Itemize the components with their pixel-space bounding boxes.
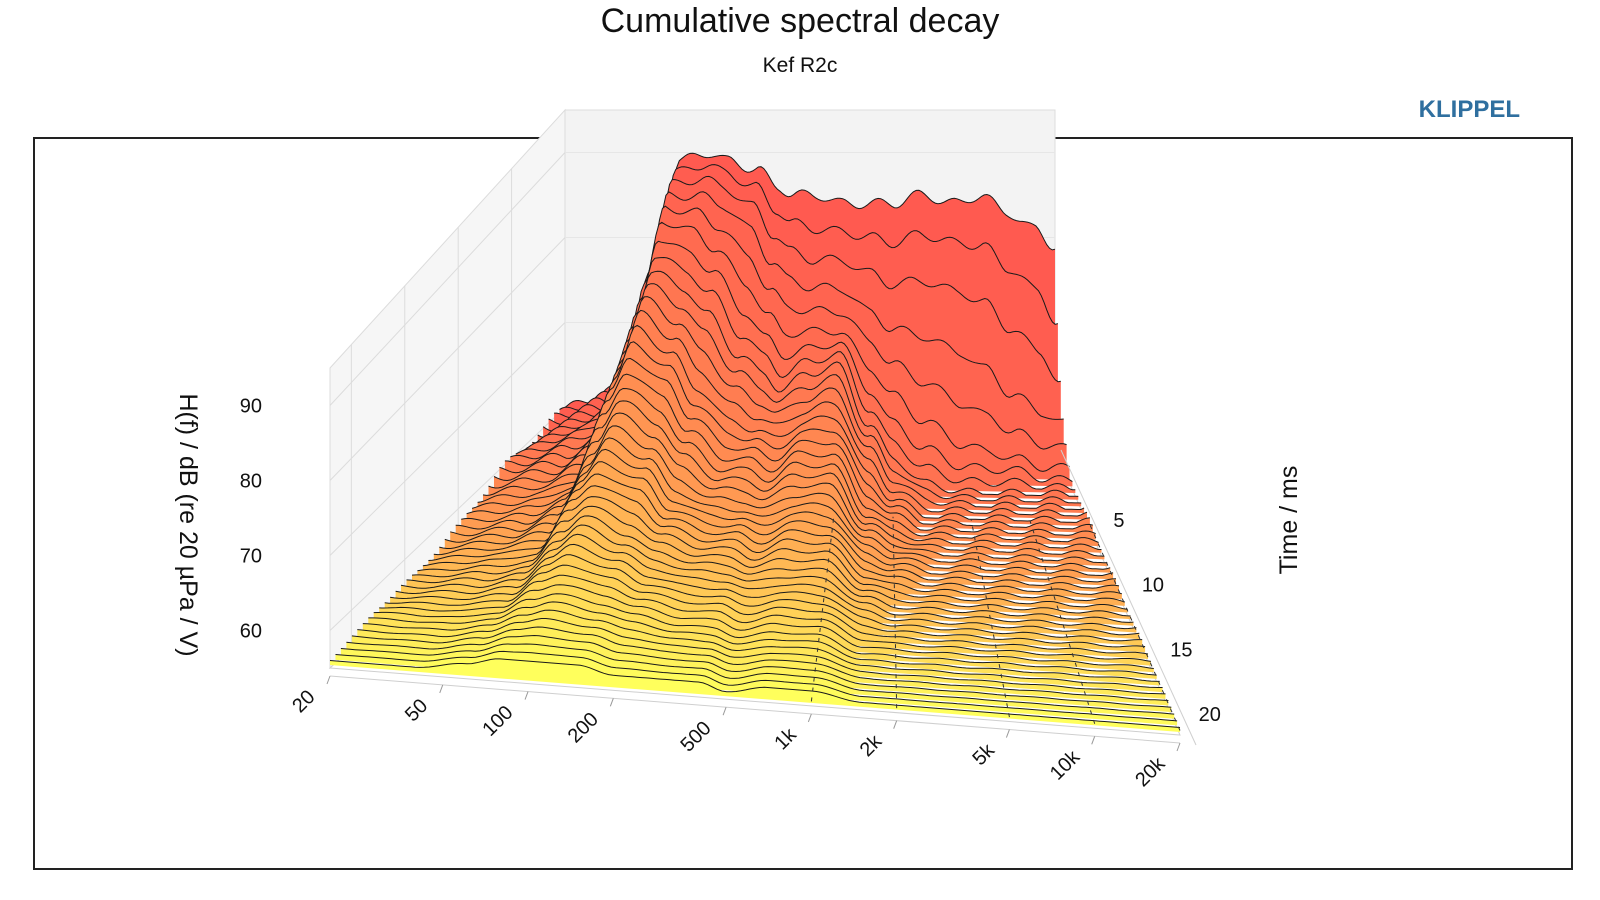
frequency-tick-label: 20k [1131,752,1170,791]
decay-slice-line [340,643,1175,715]
frequency-axis-line [329,675,1181,744]
time-tick-label: 5 [1113,510,1124,532]
frequency-tick [1091,736,1096,745]
frequency-tick-label: 10k [1046,746,1085,785]
decay-slice-line [335,650,1178,722]
brand-logo: KLIPPEL [1418,96,1520,123]
frequency-tick-label: 500 [676,717,715,756]
frequency-tick [893,720,898,729]
floor-grid-line [810,514,835,702]
decay-slice-line [411,524,1137,630]
decay-slice-line [384,574,1151,662]
time-tick-label: 10 [1142,575,1164,597]
frequency-tick [609,698,614,707]
decay-slice-fill [330,658,1180,732]
level-tick-labels: 60 70 80 90 [240,396,262,643]
wall-grid-line [329,152,566,406]
time-tick-label: 15 [1170,639,1192,661]
decay-slice-line [329,658,1181,728]
decay-slice-line [346,634,1172,708]
wall-grid-line [329,407,566,631]
frequency-tick [1005,729,1010,738]
frequency-tick-label: 20 [288,686,319,717]
frequency-tick [807,713,812,723]
frequency-tick-label: 100 [478,702,517,741]
frequency-tick [722,707,727,716]
decay-slice-line [461,425,1111,570]
decay-slice-line [400,543,1143,642]
time-tick-label: 20 [1199,704,1221,726]
decay-slice-line [406,533,1140,636]
level-tick-label: 80 [240,471,262,493]
frequency-tick [326,675,331,685]
chart-subtitle: Kef R2c [762,54,838,77]
decay-slice-line [351,626,1169,701]
level-tick-label: 70 [240,546,262,568]
level-axis-label: H(f) / dB (re 20 µPa / V) [174,393,202,656]
frequency-tick [1176,742,1181,752]
floor-grid-line [1088,522,1181,731]
level-tick-label: 60 [240,621,262,643]
frequency-tick-label: 2k [856,730,887,761]
floor-grid-line [892,516,898,709]
chart-title: Cumulative spectral decay [600,2,1000,40]
level-tick-label: 90 [240,396,262,418]
time-axis-line [1060,449,1197,746]
floor-grid-line [970,519,1010,718]
frequency-tick-label: 1k [770,723,801,754]
time-axis-label: Time / ms [1275,466,1303,575]
decay-slice-line [379,584,1154,669]
decay-slice-line [368,601,1160,682]
wall-grid-line [329,322,566,556]
decay-slice-line [362,609,1163,688]
frequency-tick [439,684,444,694]
decay-slice-line [455,437,1114,577]
frequency-tick-label: 50 [401,695,432,726]
time-tick-labels: 5 10 15 20 [1060,449,1221,746]
decay-slice-line [373,593,1157,676]
frequency-tick-label: 200 [564,708,603,747]
decay-slice-line [395,554,1146,648]
decay-slice-line [417,515,1134,623]
decay-slice-line [390,564,1149,655]
wall-grid-line [329,237,566,481]
decay-slices [329,152,1181,732]
decay-slice-line [357,618,1166,695]
decay-slice-line [422,505,1131,617]
frequency-tick-label: 5k [968,739,999,770]
frequency-tick [524,691,529,700]
